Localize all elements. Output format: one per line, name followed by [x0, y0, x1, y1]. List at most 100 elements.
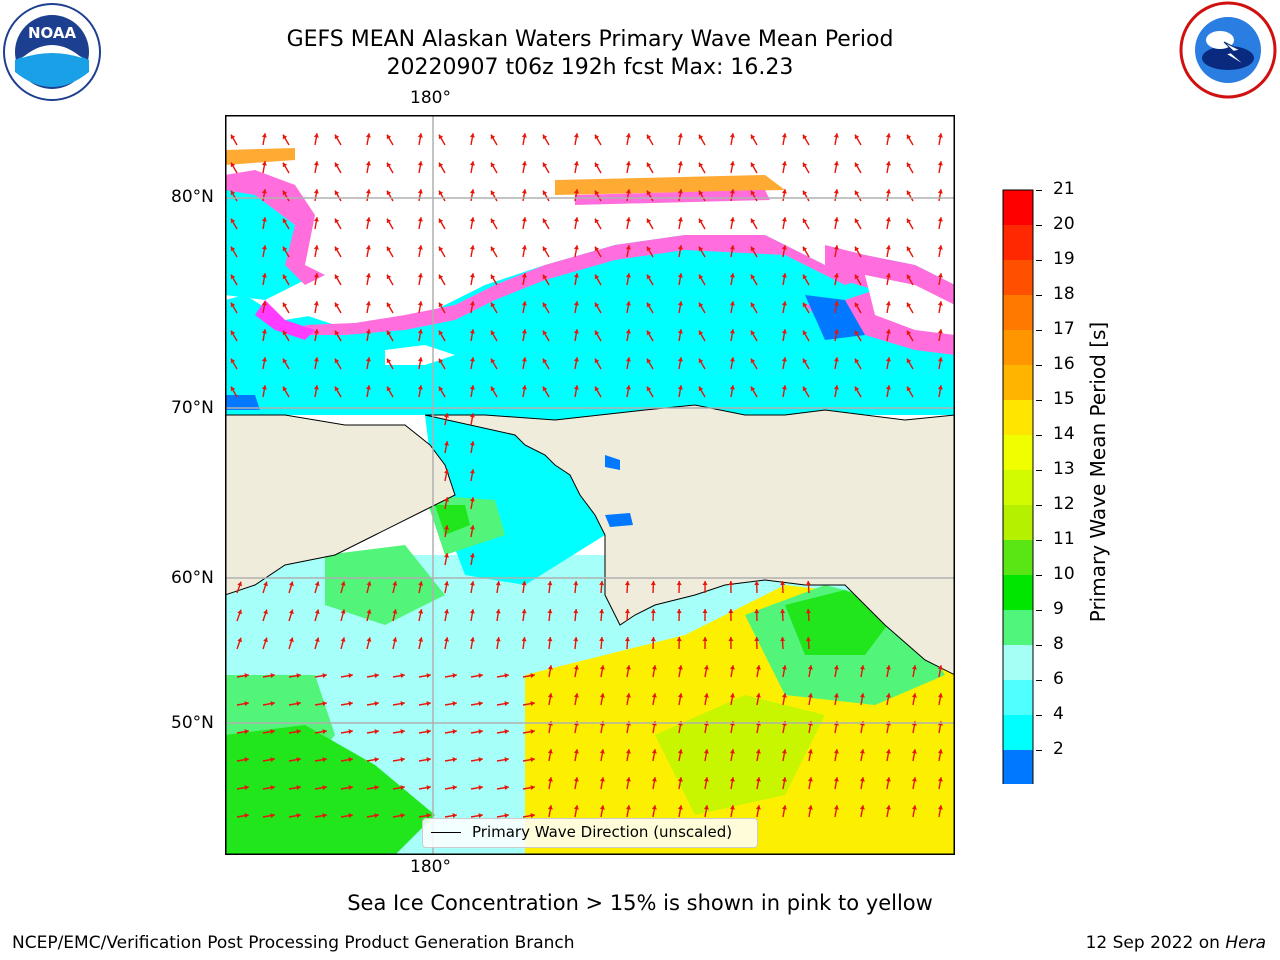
wave-arrow-head [911, 777, 917, 782]
legend-label: Primary Wave Direction (unscaled) [472, 823, 733, 841]
wave-arrow-head [334, 330, 340, 336]
wave-arrow-head [261, 357, 267, 362]
wave-arrow-head [261, 273, 267, 278]
wave-arrow-head [230, 162, 236, 168]
wave-arrow-head [417, 217, 423, 222]
wave-arrow-head [547, 665, 553, 670]
wave-arrow-head [289, 609, 294, 615]
wave-arrow-head [452, 813, 457, 819]
wave-arrow-head [854, 386, 860, 392]
wave-arrow-head [261, 161, 267, 166]
wave-arrow-head [781, 301, 787, 306]
wave-arrow-head [244, 701, 249, 707]
wave-arrow-head [594, 386, 600, 392]
wave-arrow-head [386, 330, 392, 336]
wave-arrow-head [521, 609, 527, 614]
wave-arrow-head [270, 757, 275, 763]
wave-arrow-head [802, 162, 808, 168]
wave-arrow-head [417, 133, 423, 138]
wave-arrow-head [780, 637, 786, 642]
wave-arrow-head [521, 385, 527, 390]
wave-arrow-head [230, 218, 236, 224]
wave-arrow-head [334, 134, 340, 140]
wave-arrow-head [366, 609, 372, 614]
wave-arrow-head [729, 385, 735, 390]
wave-arrow-head [854, 302, 860, 308]
wave-arrow-head [807, 665, 813, 670]
wave-arrow-head [296, 757, 301, 763]
wave-arrow-head [386, 302, 392, 308]
wave-arrow-head [334, 274, 340, 280]
wave-arrow-head [400, 701, 405, 707]
colorbar-tick-label: 16 [1053, 354, 1075, 374]
wave-arrow-head [885, 777, 891, 782]
wave-arrow-head [230, 386, 236, 392]
wave-arrow-head [490, 358, 496, 364]
wave-arrow-head [270, 701, 275, 707]
noaa-logo: NOAA [2, 2, 102, 102]
wave-arrow-head [599, 693, 605, 698]
colorbar-tick-mark [1036, 470, 1042, 471]
wave-arrow-head [237, 609, 242, 615]
lat-label-70: 70°N [171, 398, 214, 418]
wave-arrow-head [937, 777, 943, 782]
colorbar-tick-mark [1036, 505, 1042, 506]
wave-arrow-head [282, 302, 288, 308]
wave-arrow-head [651, 777, 657, 782]
wave-arrow-head [296, 701, 301, 707]
wave-arrow-head [755, 777, 761, 782]
wave-arrow-head [885, 805, 891, 810]
wave-arrow-head [802, 190, 808, 196]
wave-arrow-head [833, 217, 839, 222]
wave-arrow-head [728, 637, 734, 641]
colorbar-segment [1003, 295, 1033, 330]
wave-arrow-head [478, 701, 483, 707]
wave-arrow-head [322, 701, 327, 707]
wave-arrow-head [261, 217, 267, 222]
wave-arrow-head [646, 190, 652, 196]
wave-arrow-head [677, 665, 683, 670]
wave-arrow-head [418, 609, 424, 614]
wave-arrow-head [237, 581, 242, 587]
wave-arrow-head [530, 785, 535, 791]
wave-arrow-head [937, 133, 943, 138]
wave-arrow-head [729, 133, 735, 138]
wave-arrow-head [802, 134, 808, 140]
wave-arrow-head [599, 749, 605, 754]
wave-arrow-head [625, 301, 631, 306]
wave-arrow-head [542, 358, 548, 364]
wave-arrow-head [937, 693, 943, 698]
colorbar-tick-mark [1036, 610, 1042, 611]
wave-arrow-head [504, 729, 509, 735]
wave-arrow-head [490, 330, 496, 336]
wave-arrow-head [478, 785, 483, 791]
chart-title: GEFS MEAN Alaskan Waters Primary Wave Me… [286, 27, 894, 52]
wave-arrow-head [261, 133, 267, 138]
wave-arrow-head [542, 386, 548, 392]
wave-arrow-head [282, 246, 288, 252]
wave-arrow-head [885, 749, 891, 754]
colorbar-segment [1003, 715, 1033, 750]
wave-arrow-head [469, 133, 475, 138]
wave-arrow-head [263, 637, 268, 643]
wave-arrow-head [282, 358, 288, 364]
wave-arrow-head [490, 134, 496, 140]
wave-arrow-head [625, 693, 631, 698]
wave-arrow-head [282, 162, 288, 168]
wave-arrow-head [365, 189, 371, 194]
wave-arrow-head [750, 330, 756, 336]
wave-arrow-head [426, 785, 431, 791]
wave-arrow-head [755, 749, 761, 754]
wave-arrow-head [885, 217, 891, 222]
wave-arrow-head [469, 553, 475, 558]
colorbar-tick-mark [1036, 260, 1042, 261]
wave-arrow-head [386, 386, 392, 392]
wave-arrow-head [833, 385, 839, 390]
wave-arrow-head [521, 581, 527, 586]
wave-arrow-head [296, 813, 301, 819]
wave-arrow-head [386, 246, 392, 252]
wave-arrow-head [365, 301, 371, 306]
wave-arrow-head [444, 413, 449, 418]
wave-arrow-head [313, 161, 319, 166]
wave-arrow-head [261, 245, 267, 250]
